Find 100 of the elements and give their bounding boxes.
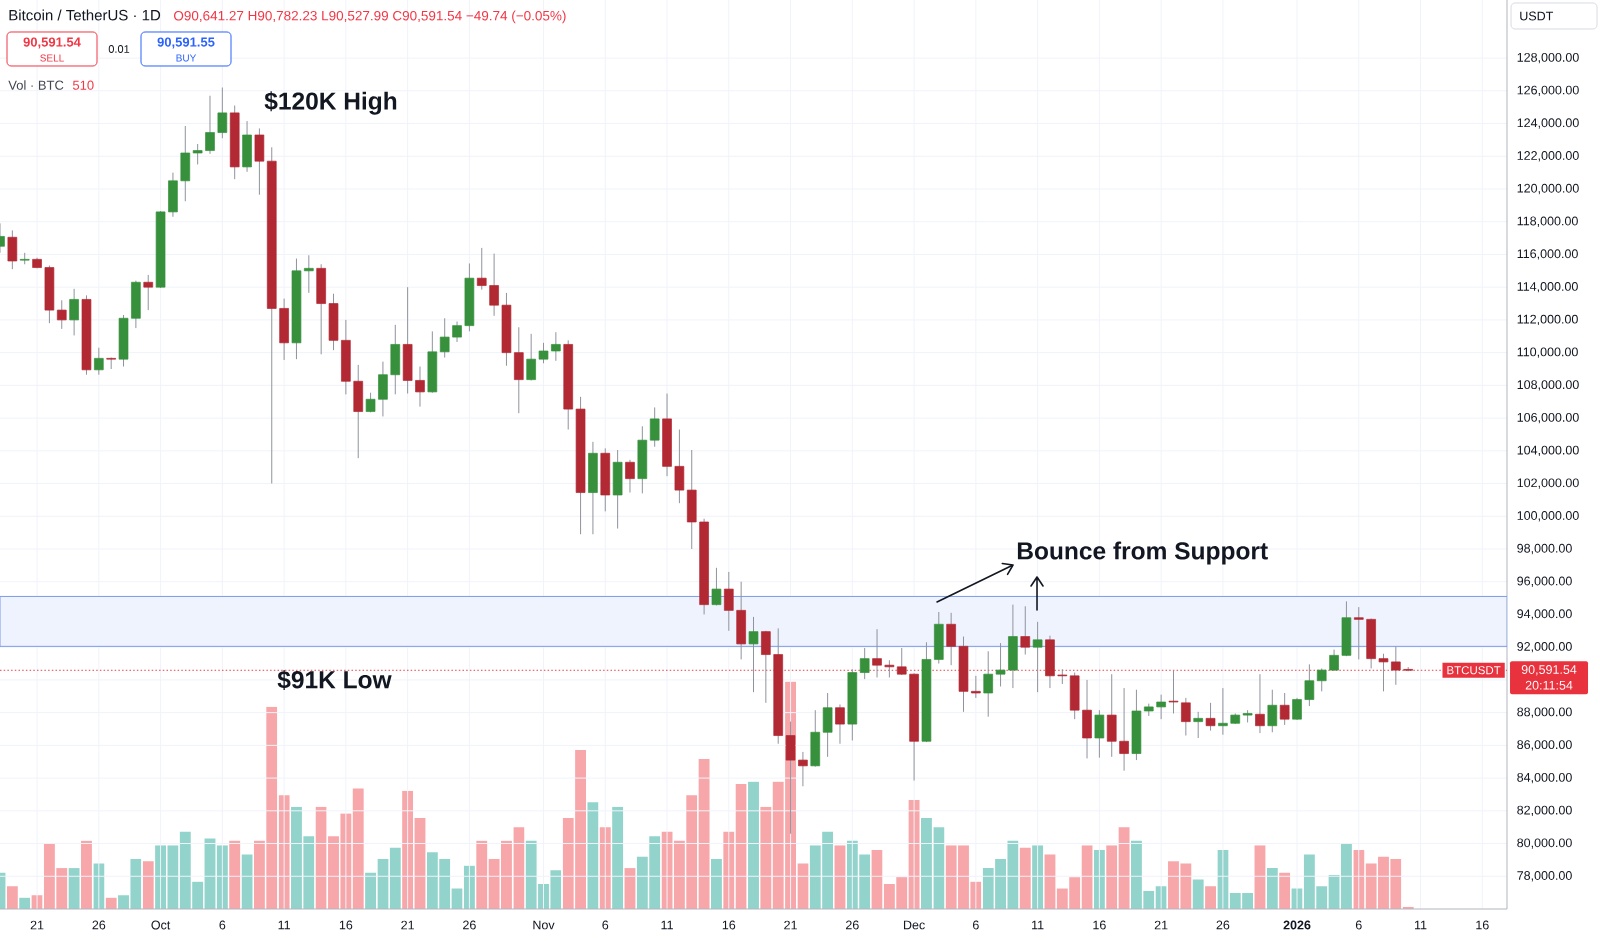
bar <box>748 781 759 909</box>
candlestick <box>859 647 870 680</box>
y-tick-label: 116,000.00 <box>1517 249 1578 260</box>
x-tick-label: 2026 <box>1283 920 1311 930</box>
y-tick-label: 88,000.00 <box>1517 707 1572 718</box>
text: USDT <box>1520 11 1554 21</box>
y-tick-label: 86,000.00 <box>1517 740 1572 751</box>
candlestick <box>1205 702 1216 732</box>
candlestick <box>439 317 450 359</box>
candlestick <box>1193 711 1203 739</box>
candlestick <box>1353 606 1364 660</box>
candlestick <box>217 87 228 139</box>
candlestick <box>798 751 808 787</box>
x-tick-label: 16 <box>1093 920 1106 930</box>
candlestick <box>983 650 993 718</box>
candlestick <box>1156 694 1166 720</box>
candlestick <box>971 675 981 699</box>
text: 90,591.54 <box>1521 665 1577 676</box>
x-tick-label: Oct <box>151 920 171 930</box>
candlestick <box>526 333 536 381</box>
x-tick-label: 11 <box>1415 920 1427 930</box>
candlestick <box>7 229 18 270</box>
y-tick-label: 128,000.00 <box>1517 52 1579 64</box>
x-tick-label: Dec <box>903 920 925 930</box>
candlestick <box>551 331 561 362</box>
annotation: 90,591.55 <box>157 37 215 49</box>
candlestick <box>835 703 845 745</box>
text: 20:11:54 <box>1525 680 1573 690</box>
bar <box>68 868 80 909</box>
chart-title: Vol · BTC <box>8 80 64 90</box>
y-tick-label: 98,000.00 <box>1517 543 1572 555</box>
annotation: BUY <box>176 54 197 62</box>
candlestick <box>1218 687 1228 736</box>
y-tick-label: 126,000.00 <box>1517 85 1579 96</box>
bar <box>1192 879 1204 909</box>
y-tick-label: 92,000.00 <box>1517 642 1572 653</box>
bar <box>921 818 932 909</box>
y-tick-label: 106,000.00 <box>1517 412 1579 424</box>
bar <box>81 840 92 909</box>
x-tick-label: 6 <box>973 920 979 930</box>
bar <box>612 806 624 909</box>
bar <box>760 806 772 909</box>
bar <box>352 788 364 909</box>
y-tick-label: 80,000.00 <box>1517 838 1572 849</box>
y-tick-label: 124,000.00 <box>1517 118 1579 129</box>
candlestick <box>452 321 462 343</box>
bar <box>711 859 722 909</box>
y-tick-label: 102,000.00 <box>1517 478 1579 489</box>
bar <box>142 861 154 909</box>
candlestick <box>415 366 425 408</box>
x-tick-label: 6 <box>602 920 609 930</box>
candlestick <box>761 630 771 704</box>
annotation: SELL <box>40 54 64 62</box>
candlestick <box>1020 605 1031 656</box>
candlestick <box>625 459 635 494</box>
x-tick-label: 21 <box>1154 920 1168 930</box>
candlestick <box>1279 692 1290 726</box>
x-tick-label: 21 <box>784 920 797 930</box>
candlestick <box>649 406 660 448</box>
x-tick-label: Nov <box>533 920 555 930</box>
candlestick <box>872 628 882 678</box>
y-tick-label: 118,000.00 <box>1517 216 1578 227</box>
bar <box>1266 868 1278 909</box>
candlestick <box>489 253 499 317</box>
candlestick <box>748 616 759 693</box>
y-tick-label: 78,000.00 <box>1517 871 1572 882</box>
annotation: 90,591.54 <box>23 37 81 49</box>
annotation: Bounce from Support <box>1017 541 1268 565</box>
candlestick <box>896 647 907 676</box>
annotation: $91K Low <box>277 669 392 690</box>
candlestick <box>69 288 79 336</box>
candlestick <box>724 571 734 632</box>
y-tick-label: 96,000.00 <box>1517 576 1572 587</box>
x-tick-label: 26 <box>845 920 859 930</box>
candlestick <box>56 299 67 330</box>
y-tick-label: 108,000.00 <box>1517 380 1579 391</box>
annotation: $120K High <box>264 91 397 115</box>
y-tick-label: 94,000.00 <box>1517 609 1572 620</box>
bar <box>365 872 377 909</box>
candlestick <box>192 143 203 165</box>
x-tick-label: 16 <box>722 920 736 930</box>
x-tick-label: 16 <box>339 920 353 930</box>
bar <box>476 840 488 909</box>
bar <box>698 759 710 909</box>
y-tick-label: 82,000.00 <box>1517 805 1572 816</box>
candlestick <box>1181 697 1191 737</box>
candlestick <box>1119 687 1129 772</box>
candlestick <box>538 342 549 364</box>
y-tick-label: 112,000.00 <box>1517 314 1578 326</box>
candlestick <box>1304 663 1315 707</box>
candlestick <box>1391 645 1401 686</box>
x-tick-label: 26 <box>92 920 106 930</box>
bar <box>1205 886 1216 909</box>
candlestick <box>304 254 314 294</box>
y-tick-label: 84,000.00 <box>1517 772 1572 784</box>
candlestick <box>674 429 685 504</box>
bar <box>1279 872 1291 909</box>
candlestick <box>1316 667 1327 692</box>
candlestick <box>711 567 722 606</box>
annotation: 0.01 <box>108 45 130 53</box>
